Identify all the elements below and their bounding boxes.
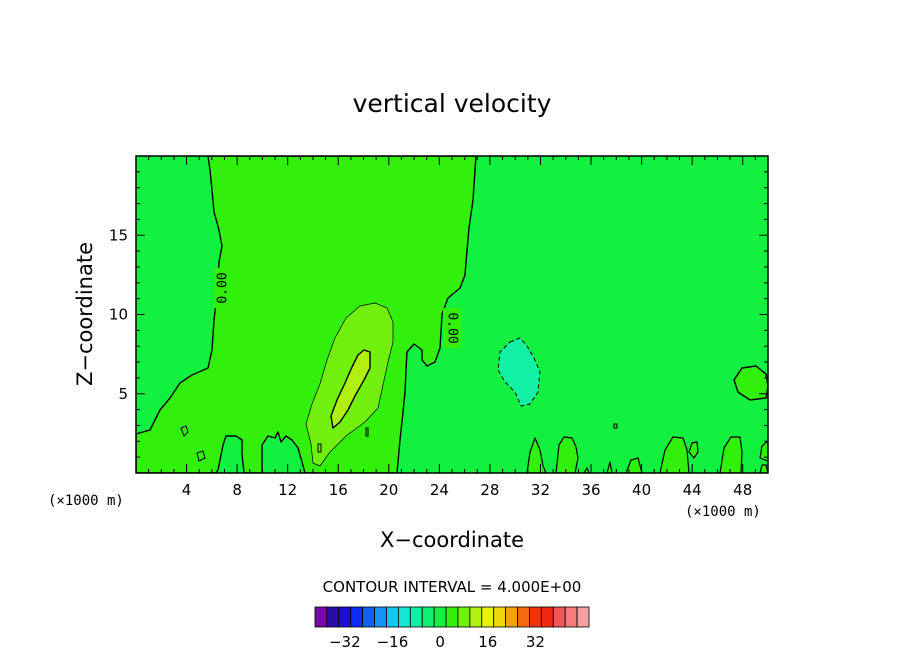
y-axis-label: Z−coordinate (73, 242, 97, 386)
colorbar-swatch-17 (517, 606, 530, 628)
x-tick-label-6: 28 (480, 481, 499, 499)
y-tick-label-2: 15 (109, 226, 128, 244)
x-tick-label-9: 40 (632, 481, 651, 499)
colorbar-swatch-11 (445, 606, 459, 628)
colorbar-swatch-12 (457, 606, 471, 628)
contour-labels: 0.00 0.00 (214, 268, 461, 348)
region-updraft-low (136, 156, 477, 473)
colorbar-swatch-3 (350, 606, 364, 628)
colorbar-swatch-13 (469, 606, 483, 628)
x-tick-label-1: 8 (232, 481, 242, 499)
colorbar-swatch-19 (540, 606, 554, 628)
colorbar-swatch-2 (338, 606, 352, 628)
y-tick-label-0: 5 (118, 385, 128, 403)
x-unit-left: (×1000 m) (48, 493, 124, 509)
colorbar-swatch-0 (314, 606, 328, 628)
x-tick-label-4: 20 (379, 481, 398, 499)
colorbar-tick-label-3: 16 (478, 633, 497, 651)
colorbar-tick-label-4: 32 (526, 633, 545, 651)
contour-label-1: 0.00 (445, 312, 460, 343)
colorbar-swatch-9 (421, 606, 435, 628)
colorbar-swatch-6 (386, 606, 399, 628)
region-surface-cells (526, 436, 768, 473)
x-tick-label-8: 36 (581, 481, 600, 499)
colorbar-swatch-5 (374, 606, 387, 628)
colorbar-tick-label-1: −16 (377, 633, 409, 651)
region-updraft-high (330, 349, 371, 429)
y-tick-labels: 5 10 15 (109, 226, 128, 403)
x-tick-label-3: 16 (329, 481, 348, 499)
x-tick-label-11: 48 (733, 481, 752, 499)
region-right-corner (759, 440, 768, 462)
x-tick-label-2: 12 (278, 481, 297, 499)
x-tick-label-10: 44 (683, 481, 702, 499)
colorbar-tick-label-2: 0 (435, 633, 445, 651)
region-downdraft (497, 337, 541, 407)
colorbar-swatch-8 (409, 606, 423, 628)
colorbar-swatch-7 (397, 606, 411, 628)
chart-title: vertical velocity (353, 89, 552, 118)
colorbar-swatch-22 (576, 606, 590, 628)
x-tick-label-7: 32 (531, 481, 550, 499)
region-right-blob (733, 365, 768, 401)
colorbar-swatch-16 (505, 606, 518, 628)
contour-specks (180, 423, 618, 462)
axis-ticks (136, 156, 768, 473)
x-unit-right: (×1000 m) (685, 504, 761, 520)
x-tick-labels: 4 8 12 16 20 24 28 32 36 40 44 48 (182, 481, 752, 499)
colorbar-swatch-14 (481, 606, 495, 628)
colorbar-swatch-21 (564, 606, 578, 628)
colorbar-swatch-18 (529, 606, 542, 628)
x-tick-label-0: 4 (182, 481, 192, 499)
contour-label-0: 0.00 (216, 272, 231, 303)
colorbar-tick-labels: −32 −16 0 16 32 (329, 633, 545, 651)
colorbar-swatch-20 (552, 606, 566, 628)
contour-interval-label: CONTOUR INTERVAL = 4.000E+00 (323, 578, 582, 596)
colorbar-swatch-15 (493, 606, 507, 628)
y-tick-label-1: 10 (109, 306, 128, 324)
contour-field (136, 156, 768, 473)
x-axis-label: X−coordinate (380, 528, 524, 552)
colorbar-tick-label-0: −32 (329, 633, 361, 651)
x-tick-label-5: 24 (430, 481, 449, 499)
colorbar-swatch-1 (326, 606, 340, 628)
colorbar (314, 606, 590, 628)
colorbar-swatch-10 (433, 606, 447, 628)
colorbar-swatch-4 (362, 606, 375, 628)
